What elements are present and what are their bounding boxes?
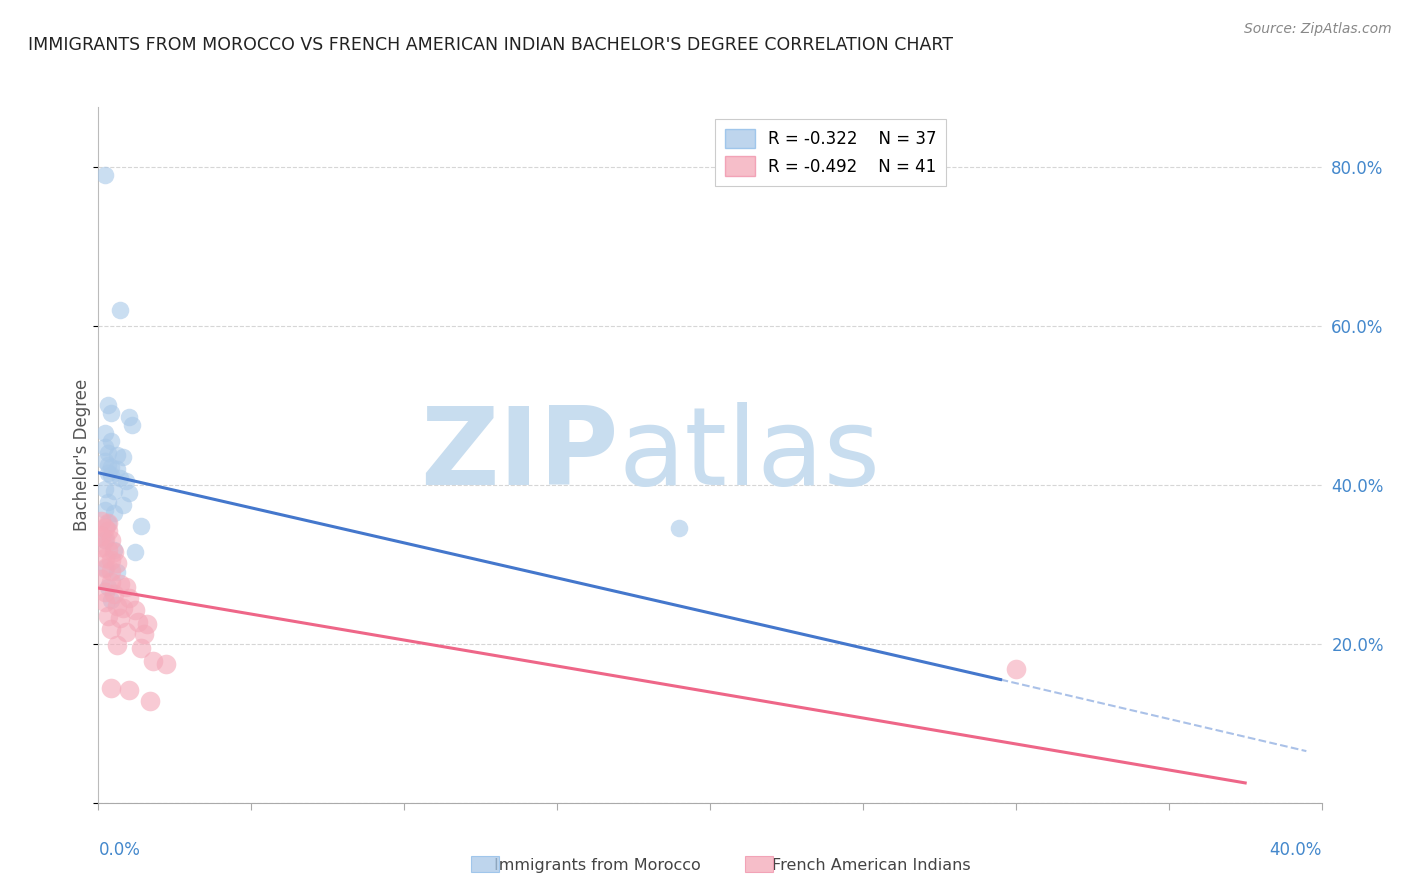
Point: [100, 460, 122, 475]
Point: [142, 654, 165, 668]
Y-axis label: Bachelor's Degree: Bachelor's Degree: [73, 379, 91, 531]
Point: [93, 482, 115, 496]
Point: [93, 440, 115, 454]
Point: [93, 168, 115, 182]
Point: [90, 540, 112, 554]
Point: [111, 450, 134, 464]
Point: [90, 514, 112, 528]
Point: [105, 462, 128, 476]
Point: [111, 601, 134, 615]
Point: [93, 595, 115, 609]
Point: [97, 495, 120, 509]
Point: [97, 580, 120, 594]
Point: [124, 545, 146, 559]
Point: [134, 627, 156, 641]
Point: [1004, 662, 1026, 676]
Point: [93, 521, 115, 535]
Point: [100, 553, 122, 567]
Text: IMMIGRANTS FROM MOROCCO VS FRENCH AMERICAN INDIAN BACHELOR'S DEGREE CORRELATION : IMMIGRANTS FROM MOROCCO VS FRENCH AMERIC…: [28, 36, 953, 54]
Point: [103, 587, 125, 601]
Legend: R = -0.322    N = 37, R = -0.492    N = 41: R = -0.322 N = 37, R = -0.492 N = 41: [714, 119, 946, 186]
Text: Immigrants from Morocco: Immigrants from Morocco: [494, 858, 702, 872]
Point: [108, 302, 131, 317]
Point: [97, 609, 120, 624]
Point: [93, 425, 115, 440]
Text: ZIP: ZIP: [420, 402, 619, 508]
Point: [115, 474, 138, 488]
Point: [105, 448, 128, 462]
Point: [124, 603, 146, 617]
Point: [93, 533, 115, 548]
Point: [97, 516, 120, 530]
Text: 40.0%: 40.0%: [1270, 841, 1322, 859]
Point: [100, 681, 122, 695]
Point: [668, 521, 690, 535]
Point: [100, 468, 122, 483]
Point: [103, 543, 125, 558]
Point: [93, 585, 115, 599]
Point: [118, 485, 141, 500]
Point: [105, 638, 128, 652]
Point: [129, 640, 152, 655]
Point: [100, 434, 122, 448]
Point: [155, 657, 177, 671]
Point: [103, 506, 125, 520]
Point: [108, 611, 131, 625]
Point: [93, 532, 115, 546]
Point: [97, 466, 120, 480]
Point: [118, 410, 141, 425]
Text: atlas: atlas: [619, 402, 880, 508]
Point: [97, 543, 120, 558]
Point: [97, 516, 120, 530]
Point: [97, 446, 120, 460]
Point: [97, 458, 120, 472]
Point: [108, 471, 131, 485]
Point: [129, 519, 152, 533]
Point: [97, 398, 120, 412]
Point: [127, 615, 149, 629]
Point: [108, 577, 131, 591]
Point: [121, 418, 143, 433]
Point: [111, 498, 134, 512]
Point: [100, 574, 122, 589]
Point: [118, 682, 141, 697]
Point: [115, 624, 138, 639]
Point: [136, 616, 159, 631]
Point: [118, 591, 141, 605]
Text: 0.0%: 0.0%: [98, 841, 141, 859]
Point: [90, 572, 112, 586]
Point: [93, 454, 115, 468]
Text: French American Indians: French American Indians: [772, 858, 972, 872]
Point: [139, 694, 162, 708]
Point: [115, 580, 138, 594]
Point: [93, 503, 115, 517]
Point: [105, 556, 128, 570]
Point: [93, 561, 115, 575]
Point: [103, 545, 125, 559]
Point: [93, 561, 115, 575]
Point: [100, 564, 122, 578]
Point: [103, 484, 125, 499]
Point: [100, 593, 122, 607]
Point: [100, 406, 122, 420]
Text: Source: ZipAtlas.com: Source: ZipAtlas.com: [1244, 22, 1392, 37]
Point: [105, 599, 128, 613]
Point: [93, 550, 115, 565]
Point: [100, 623, 122, 637]
Point: [105, 565, 128, 579]
Point: [90, 529, 112, 543]
Point: [97, 524, 120, 538]
Point: [100, 533, 122, 548]
